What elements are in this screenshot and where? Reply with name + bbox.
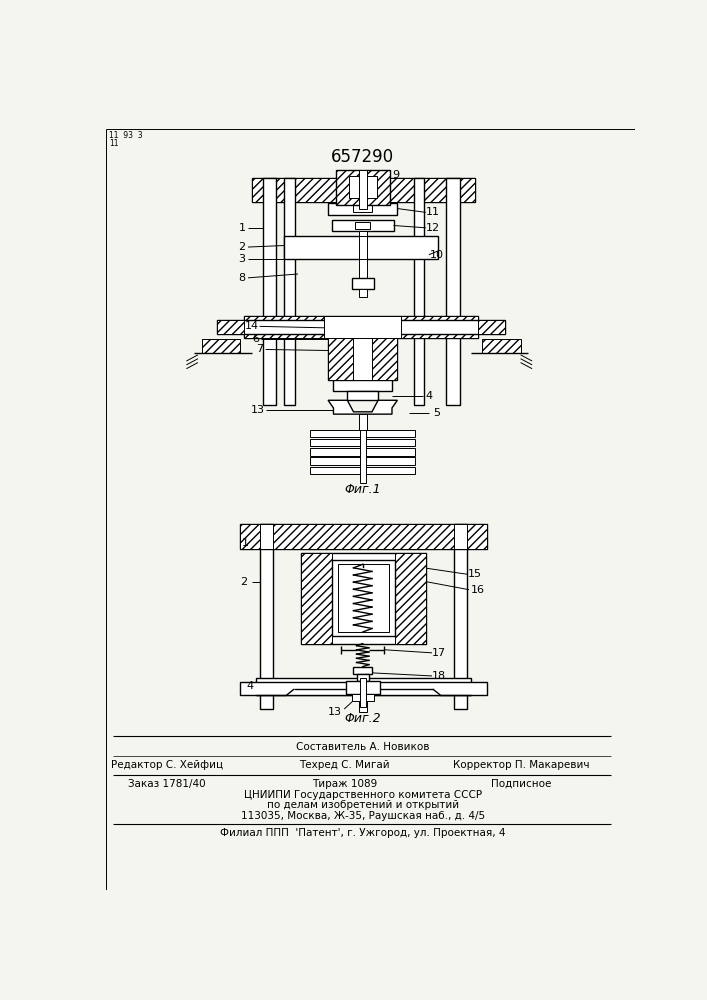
Bar [252,178,475,202]
Bar [395,553,426,644]
Text: по делам изобретений и открытий: по делам изобретений и открытий [267,800,459,810]
Bar [310,439,415,446]
Text: 113035, Москва, Ж-35, Раушская наб., д. 4/5: 113035, Москва, Ж-35, Раушская наб., д. … [240,811,485,821]
Bar [284,178,295,405]
Text: ЦНИИПИ Государственного комитета СССР: ЦНИИПИ Государственного комитета СССР [244,790,481,800]
Bar [359,170,366,209]
Bar [284,235,438,259]
Text: Подписное: Подписное [491,779,551,789]
Text: 5: 5 [433,408,440,418]
Bar [240,524,486,549]
Text: 8: 8 [238,273,245,283]
Text: Филиал ППП  'Патент', г. Ужгород, ул. Проектная, 4: Филиал ППП 'Патент', г. Ужгород, ул. Про… [220,828,506,838]
Bar [355,222,370,229]
Text: 18: 18 [432,671,446,681]
Bar [332,560,395,636]
Bar [244,316,478,338]
Bar [336,170,390,205]
Text: Корректор П. Макаревич: Корректор П. Макаревич [453,760,590,770]
Bar [310,466,415,474]
Bar [301,553,332,644]
Text: 2: 2 [238,242,245,252]
Text: 16: 16 [470,585,484,595]
Text: 2: 2 [240,577,247,587]
Bar [347,391,378,400]
Text: 4: 4 [426,391,433,401]
Bar [244,316,478,338]
Bar [338,564,389,632]
Bar [346,681,380,694]
Bar [259,524,274,549]
Text: 11  93  3: 11 93 3 [110,131,143,140]
Bar [332,220,394,231]
Bar [217,320,244,334]
Bar [359,231,366,235]
Bar [328,338,397,380]
Bar [454,524,467,709]
Text: 1: 1 [238,223,245,233]
Bar [446,178,460,405]
Bar [201,339,240,353]
Bar [252,178,475,202]
Bar [349,176,377,198]
Bar [310,448,415,456]
Text: Тираж 1089: Тираж 1089 [312,779,377,789]
Bar [301,553,426,644]
Bar [360,678,366,707]
Bar [354,205,372,212]
Text: 9: 9 [392,170,399,180]
Bar [454,524,467,549]
Bar [359,235,366,259]
Bar [352,694,373,701]
Bar [414,178,424,405]
Text: 12: 12 [426,223,440,233]
Text: Редактор С. Хейфиц: Редактор С. Хейфиц [111,760,223,770]
Text: 10: 10 [430,250,444,260]
Text: Φиг.2: Φиг.2 [344,712,381,725]
Text: Составитель А. Новиков: Составитель А. Новиков [296,742,429,752]
Polygon shape [328,400,397,414]
Text: 14: 14 [245,321,259,331]
Text: 13: 13 [251,405,265,415]
Bar [360,430,366,483]
Text: Техред С. Мигай: Техред С. Мигай [299,760,390,770]
Bar [259,524,274,709]
Text: Заказ 1781/40: Заказ 1781/40 [129,779,206,789]
Bar [478,320,506,334]
Text: 11: 11 [426,207,440,217]
Text: 1: 1 [243,538,249,548]
Bar [354,667,372,674]
Bar [240,682,486,695]
Bar [359,414,366,430]
Text: 15: 15 [468,569,482,579]
Text: 11: 11 [110,139,119,148]
Bar [256,678,472,695]
Bar [328,338,397,380]
Text: 657290: 657290 [331,148,395,166]
Text: 4: 4 [246,681,253,691]
Text: 7: 7 [256,344,263,354]
Bar [262,178,276,405]
Bar [325,316,402,338]
Bar [352,278,373,289]
Bar [310,457,415,465]
Bar [359,259,366,278]
Text: 3: 3 [238,254,245,264]
Text: Φиг.1: Φиг.1 [344,483,381,496]
Bar [240,524,486,549]
Bar [336,178,390,202]
Text: 17: 17 [432,648,446,658]
Bar [328,203,397,215]
Bar [359,701,366,712]
Bar [217,320,506,334]
Bar [359,289,366,297]
Bar [354,338,372,380]
Text: 13: 13 [328,707,342,717]
Bar [334,380,392,391]
Bar [482,339,520,353]
Bar [356,674,369,681]
Text: 6: 6 [252,334,259,344]
Bar [310,430,415,437]
